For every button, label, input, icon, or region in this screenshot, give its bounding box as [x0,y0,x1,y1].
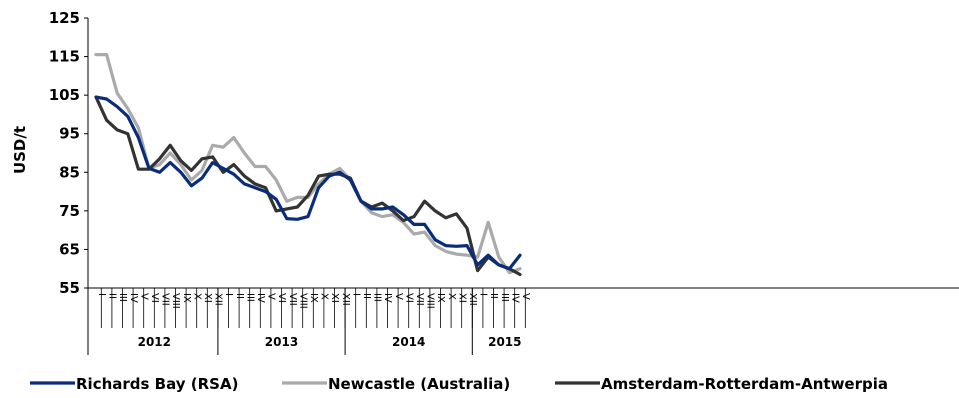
year-label: 2012 [138,335,171,349]
y-axis: 55 65 75 85 95 105 115 125 [49,9,89,297]
y-tick-label: 105 [49,86,80,104]
year-label: 2015 [488,335,521,349]
legend-label: Amsterdam-Rotterdam-Antwerpia [601,375,888,393]
y-tick-label: 125 [49,9,80,27]
x-axis: IIIIIIIVVVIVIIVIIIIXXXIXII2012IIIIIIIVVV… [87,287,959,355]
y-tick-label: 75 [59,202,80,220]
y-tick-label: 65 [59,240,80,258]
y-axis-title: USD/t [11,126,29,174]
series-line [94,95,522,277]
legend: Richards Bay (RSA) Newcastle (Australia) A… [30,375,888,393]
legend-label: Richards Bay (RSA) [76,375,238,393]
year-label: 2014 [392,335,425,349]
y-tick-label: 55 [59,279,80,297]
legend-label: Newcastle (Australia) [328,375,510,393]
y-tick-label: 85 [59,163,80,181]
series-line [94,95,522,271]
series-layer [94,52,522,277]
y-tick-label: 115 [49,48,80,66]
series-line [94,52,522,275]
y-tick-label: 95 [59,125,80,143]
year-label: 2013 [265,335,298,349]
